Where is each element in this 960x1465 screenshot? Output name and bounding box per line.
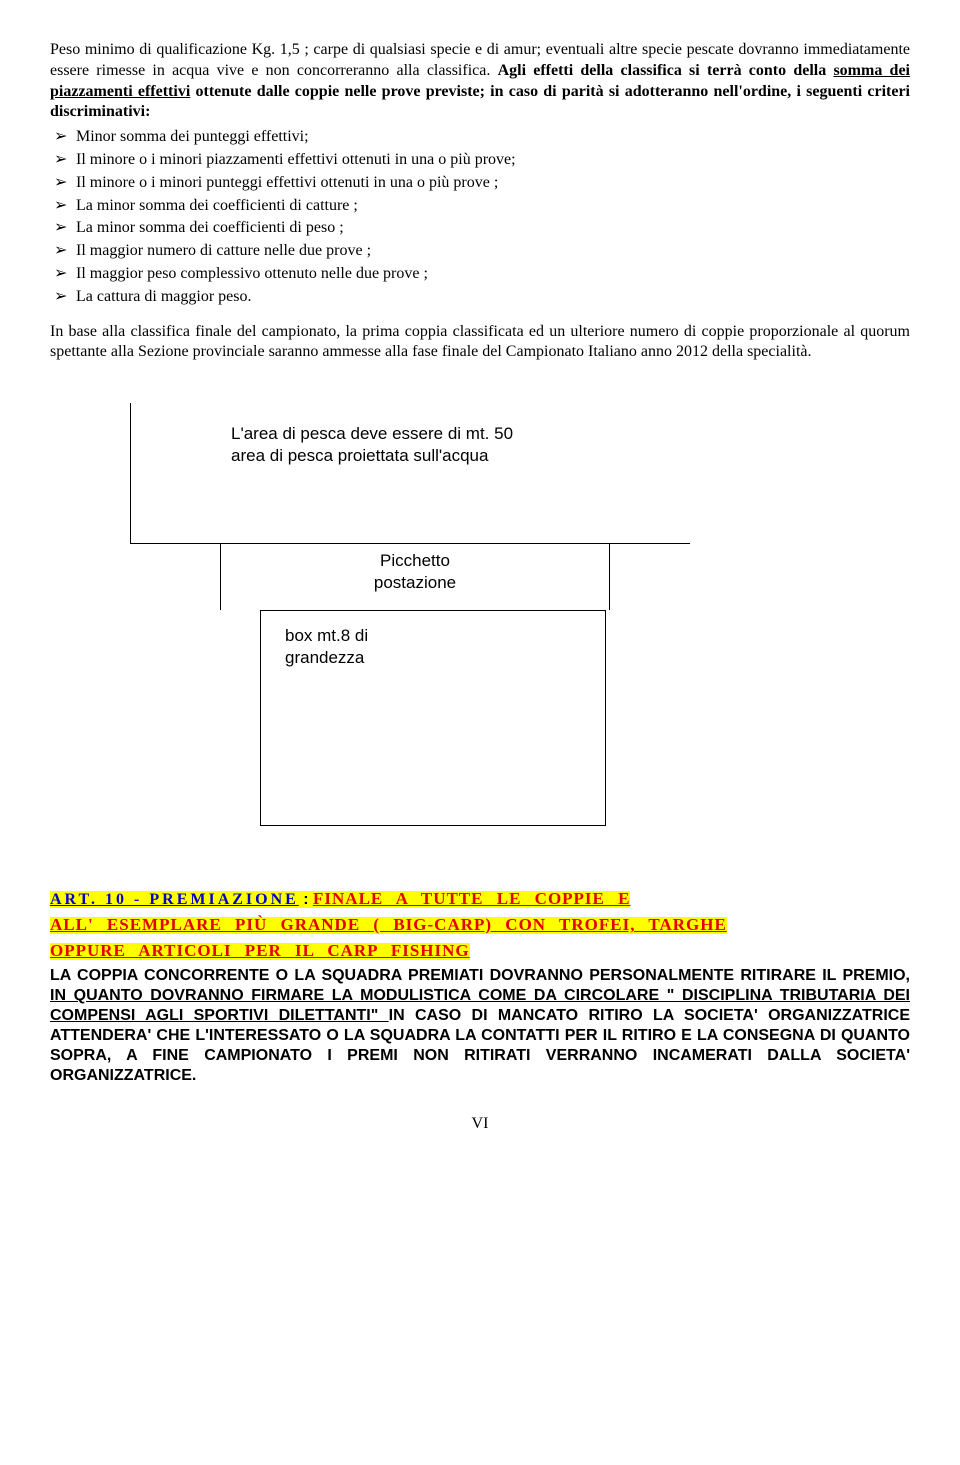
art10-heading-block: ART. 10 - PREMIAZIONE : FINALE A TUTTE L… xyxy=(50,886,910,964)
diagram-picchetto-label: postazione xyxy=(221,572,609,594)
art10-label: ART. 10 - PREMIAZIONE xyxy=(50,891,299,908)
diagram-area-top: L'area di pesca deve essere di mt. 50 ar… xyxy=(130,403,690,544)
art10-colon: : xyxy=(299,891,313,908)
art10-body: LA COPPIA CONCORRENTE O LA SQUADRA PREMI… xyxy=(50,966,910,1086)
diagram-picchetto: Picchetto postazione xyxy=(220,544,610,610)
list-item: Il minore o i minori piazzamenti effetti… xyxy=(50,150,910,171)
fishing-area-diagram: L'area di pesca deve essere di mt. 50 ar… xyxy=(130,403,690,826)
text-bold: Agli effetti della classifica si terrà c… xyxy=(498,62,834,79)
list-item: Minor somma dei punteggi effettivi; xyxy=(50,127,910,148)
list-item: La minor somma dei coefficienti di cattu… xyxy=(50,196,910,217)
list-item: La minor somma dei coefficienti di peso … xyxy=(50,218,910,239)
diagram-box: box mt.8 di grandezza xyxy=(260,610,606,826)
list-item: Il minore o i minori punteggi effettivi … xyxy=(50,173,910,194)
paragraph-final: In base alla classifica finale del campi… xyxy=(50,322,910,364)
art10-body-text: LA COPPIA CONCORRENTE O LA SQUADRA PREMI… xyxy=(50,967,910,984)
list-item: Il maggior numero di catture nelle due p… xyxy=(50,241,910,262)
art10-highlight-text: ALL' ESEMPLARE PIÙ GRANDE ( BIG-CARP) CO… xyxy=(50,915,727,934)
criteria-list: Minor somma dei punteggi effettivi; Il m… xyxy=(50,127,910,307)
diagram-box-label: grandezza xyxy=(285,647,605,669)
list-item: Il maggior peso complessivo ottenuto nel… xyxy=(50,264,910,285)
art10-highlight-text: OPPURE ARTICOLI PER IL CARP FISHING xyxy=(50,941,470,960)
list-item: La cattura di maggior peso. xyxy=(50,287,910,308)
art10-section: ART. 10 - PREMIAZIONE : FINALE A TUTTE L… xyxy=(50,886,910,1086)
paragraph-intro: Peso minimo di qualificazione Kg. 1,5 ; … xyxy=(50,40,910,123)
page-number: VI xyxy=(50,1114,910,1135)
diagram-area-label: L'area di pesca deve essere di mt. 50 xyxy=(231,423,690,445)
art10-highlight-text: FINALE A TUTTE LE COPPIE E xyxy=(313,889,630,908)
diagram-box-label: box mt.8 di xyxy=(285,625,605,647)
diagram-picchetto-label: Picchetto xyxy=(221,550,609,572)
diagram-area-label: area di pesca proiettata sull'acqua xyxy=(231,445,690,467)
